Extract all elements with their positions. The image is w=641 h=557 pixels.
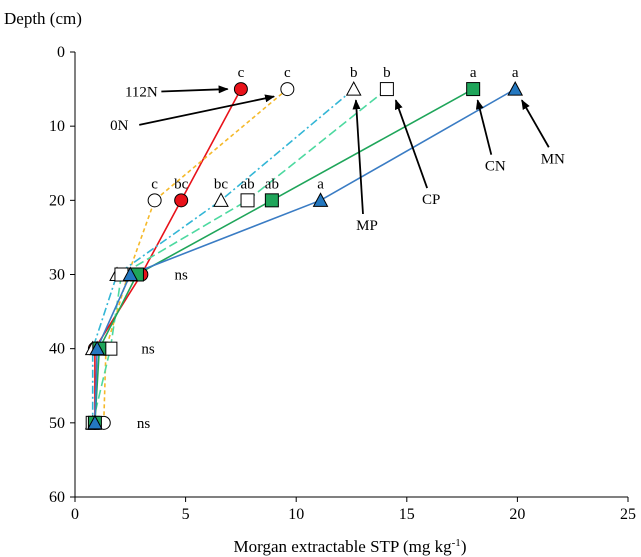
y-tick-label: 60 (49, 489, 65, 506)
series-layer (91, 88, 516, 424)
x-axis-title-main: Morgan extractable STP (mg kg (234, 537, 453, 556)
point-mn (89, 340, 105, 356)
significance-letter: ab (240, 176, 254, 192)
point-0n (147, 193, 162, 208)
x-axis-title: Morgan extractable STP (mg kg-1) (234, 537, 467, 556)
y-axis-title: Depth (cm) (4, 9, 82, 28)
x-tick-label: 25 (620, 506, 636, 523)
significance-letter: a (470, 65, 477, 81)
annotation-label-0n: 0N (110, 118, 129, 134)
point-mn (122, 266, 139, 281)
series-line-cp (91, 88, 388, 424)
marker-layer (84, 81, 524, 430)
annotation-label-mn: MN (541, 151, 565, 167)
significance-letter: bc (214, 176, 229, 192)
point-0n (280, 82, 295, 97)
significance-letter: b (383, 65, 391, 81)
ns-label: ns (175, 268, 189, 284)
ns-label: ns (137, 416, 151, 432)
point-112n (174, 193, 189, 208)
x-tick-label: 10 (288, 506, 304, 523)
y-tick-label: 0 (57, 44, 65, 61)
significance-letter: a (512, 65, 519, 81)
x-tick-label: 5 (182, 506, 190, 523)
y-tick-label: 30 (49, 267, 65, 284)
point-mp (345, 81, 362, 96)
point-mn (312, 192, 329, 207)
point-cn (466, 82, 481, 97)
significance-letter: bc (174, 176, 189, 192)
annotation-arrow-mn (521, 99, 550, 148)
series-line-mn (94, 88, 516, 423)
annotation-label-mp: MP (356, 218, 378, 234)
significance-letter: a (317, 176, 324, 192)
plot-frame: 0 10 20 30 40 50 60 0 5 10 15 20 25 (49, 44, 636, 523)
annotation-label-cn: CN (485, 159, 506, 175)
point-mp (213, 192, 229, 207)
x-axis-title-superscript: -1 (452, 537, 461, 549)
significance-letter: c (238, 65, 245, 81)
ns-label: ns (141, 342, 155, 358)
x-tick-label: 0 (71, 506, 79, 523)
y-tick-label: 10 (49, 118, 65, 135)
series-line-112n (94, 88, 242, 423)
point-mn (87, 414, 103, 430)
y-tick-label: 50 (49, 415, 65, 432)
series-line-0n (102, 88, 288, 423)
annotation-label-112n: 112N (125, 85, 158, 101)
x-axis-title-close: ) (461, 537, 467, 556)
annotation-arrow-cp (394, 99, 428, 189)
point-cp (379, 82, 394, 97)
annotation-arrow-112n (161, 85, 229, 94)
point-mn (507, 81, 524, 96)
point-cp (240, 193, 255, 208)
y-tick-label: 20 (49, 192, 65, 209)
x-tick-label: 15 (399, 506, 415, 523)
annotation-arrow-0n (139, 94, 276, 126)
significance-letter: b (350, 65, 358, 81)
annotations: 112N 0N MP CP CN MN (110, 85, 565, 235)
significance-letter: c (151, 176, 158, 192)
annotation-label-cp: CP (422, 192, 440, 208)
annotation-arrow-cn (475, 99, 493, 155)
significance-letter: ab (265, 176, 279, 192)
y-tick-label: 40 (49, 341, 65, 358)
point-112n (233, 82, 248, 97)
significance-letter: c (284, 65, 291, 81)
x-tick-label: 20 (509, 506, 525, 523)
point-cn (264, 193, 279, 208)
annotation-arrow-mp (352, 99, 364, 215)
series-line-mp (91, 88, 355, 423)
